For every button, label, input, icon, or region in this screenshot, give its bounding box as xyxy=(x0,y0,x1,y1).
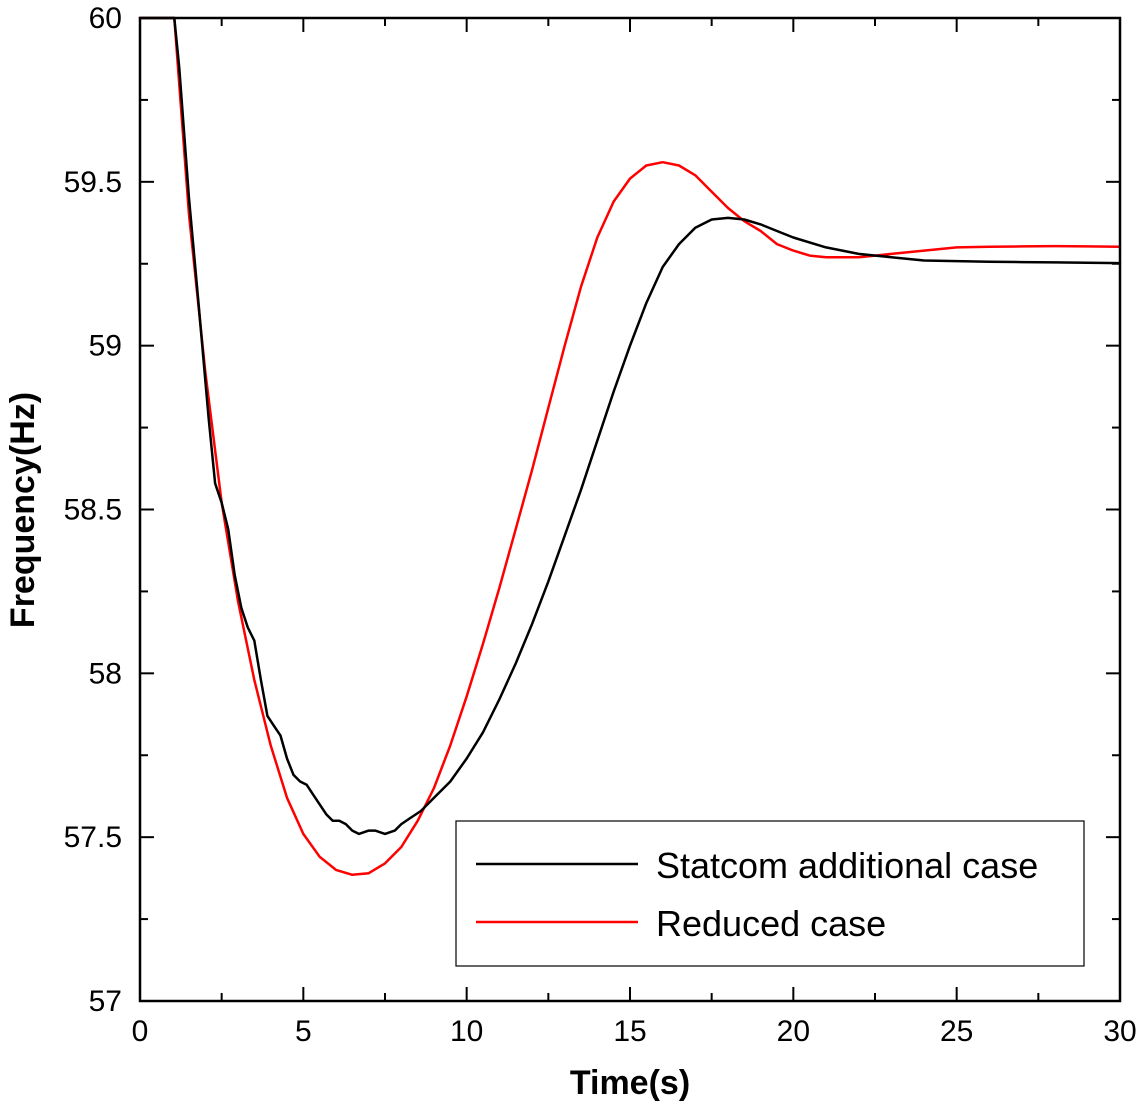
x-tick-label: 20 xyxy=(777,1015,810,1048)
y-tick-label: 57.5 xyxy=(64,821,122,854)
x-tick-label: 0 xyxy=(132,1015,149,1048)
x-tick-label: 15 xyxy=(613,1015,646,1048)
y-tick-label: 57 xyxy=(89,985,122,1018)
series-line-reduced xyxy=(138,16,1122,877)
series-line-statcom xyxy=(138,16,1122,836)
x-tick-label: 25 xyxy=(940,1015,973,1048)
legend: Statcom additional case Reduced case xyxy=(455,820,1085,967)
legend-label-reduced: Reduced case xyxy=(656,903,886,944)
x-axis-ticks: 0 5 10 15 20 25 30 xyxy=(132,18,1137,1048)
y-tick-label: 59.5 xyxy=(64,166,122,199)
y-axis-title: Frequency(Hz) xyxy=(4,392,42,628)
x-tick-label: 30 xyxy=(1103,1015,1136,1048)
legend-box xyxy=(455,820,1085,967)
x-tick-label: 10 xyxy=(450,1015,483,1048)
y-tick-label: 60 xyxy=(89,2,122,35)
y-tick-label: 58.5 xyxy=(64,494,122,527)
x-axis-title: Time(s) xyxy=(570,1064,690,1102)
series-layer xyxy=(138,16,1122,877)
y-tick-label: 59 xyxy=(89,330,122,363)
legend-label-statcom: Statcom additional case xyxy=(656,845,1038,886)
y-axis-ticks: 57 57.5 58 58.5 59 59.5 60 xyxy=(64,2,1120,1018)
y-tick-label: 58 xyxy=(89,657,122,690)
x-tick-label: 5 xyxy=(295,1015,312,1048)
plot-frame xyxy=(138,16,1122,1003)
